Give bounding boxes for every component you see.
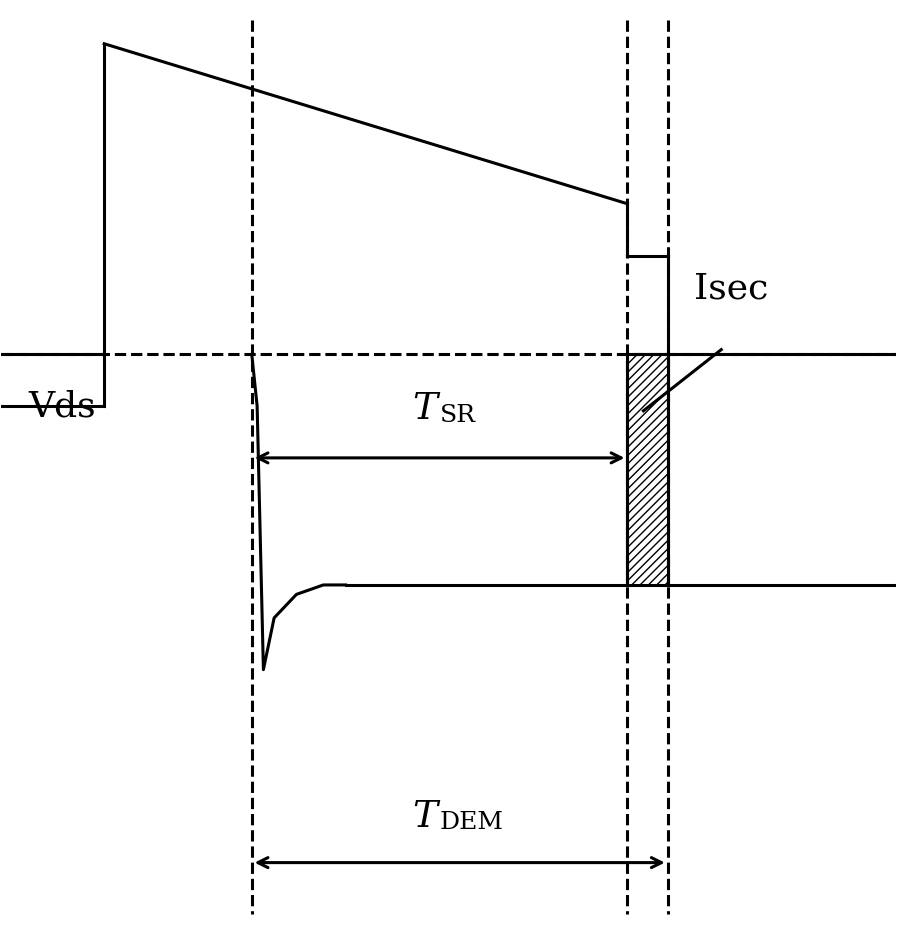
Bar	[627, 354, 667, 585]
Text: T: T	[412, 391, 437, 427]
Text: SR: SR	[440, 404, 475, 427]
Text: T: T	[412, 800, 437, 835]
Text: Isec: Isec	[694, 272, 769, 306]
Text: DEM: DEM	[440, 812, 503, 834]
Text: Vds: Vds	[28, 389, 96, 423]
